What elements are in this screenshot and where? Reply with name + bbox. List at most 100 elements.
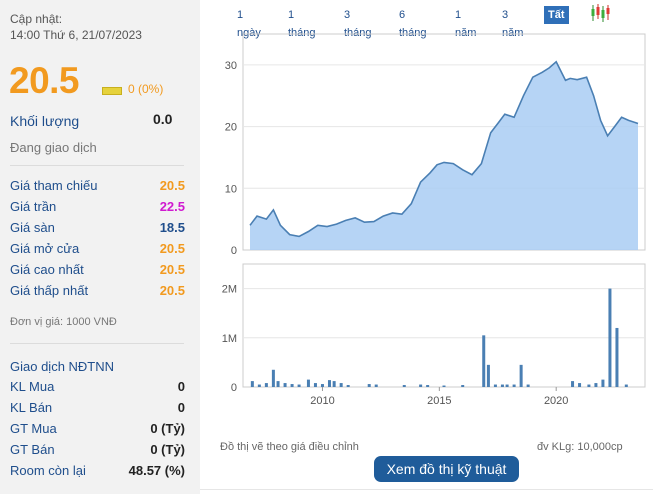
volume-plot-frame	[242, 263, 646, 388]
trading-status: Đang giao dịch	[10, 140, 97, 155]
volume-bar	[571, 381, 575, 387]
price-row-reference: Giá tham chiếu 20.5	[10, 178, 185, 198]
volume-bar	[486, 364, 490, 387]
current-price: 20.5	[9, 60, 80, 101]
volume-label: Khối lượng	[10, 113, 80, 129]
foreign-row-sell-volume: KL Bán 0	[10, 400, 185, 420]
price-row-open: Giá mở cửa 20.5	[10, 241, 185, 261]
volume-bar	[505, 384, 509, 387]
volume-tick-label: 1M	[222, 333, 237, 345]
volume-bar	[519, 364, 523, 387]
volume-bar	[250, 381, 254, 387]
volume-bar	[271, 369, 275, 387]
price-volume-chart: 0 10 20 30 0 1M 2M 2010 2015 2020	[222, 33, 646, 407]
volume-bar	[512, 384, 516, 387]
volume-tick-label: 2M	[222, 284, 237, 296]
price-tick-label: 0	[231, 245, 237, 257]
row-value: 18.5	[159, 220, 185, 235]
row-label: Giá trần	[10, 199, 57, 214]
row-label: KL Mua	[10, 379, 55, 394]
row-value: 0	[177, 379, 185, 394]
row-label: GT Bán	[10, 442, 55, 457]
foreign-row-buy-volume: KL Mua 0	[10, 379, 185, 399]
candlestick-icon[interactable]	[590, 3, 612, 23]
volume-bar	[493, 384, 497, 387]
row-value: 0 (Tỷ)	[150, 421, 185, 436]
volume-bar	[264, 383, 268, 387]
row-value: 0 (Tỷ)	[150, 442, 185, 457]
unit-note: Đơn vị giá: 1000 VNĐ	[10, 316, 117, 328]
row-label: KL Bán	[10, 400, 53, 415]
volume-bar	[615, 327, 619, 387]
divider	[10, 165, 184, 166]
volume-bar	[461, 385, 465, 387]
updated-time: 14:00 Thứ 6, 21/07/2023	[10, 28, 142, 42]
foreign-row-sell-value: GT Bán 0 (Tỷ)	[10, 442, 185, 462]
row-value: 20.5	[159, 262, 185, 277]
volume-bar	[601, 379, 605, 387]
volume-bar	[402, 385, 406, 387]
volume-bar	[306, 379, 310, 387]
row-value: 20.5	[159, 241, 185, 256]
row-label: Room còn lại	[10, 463, 86, 478]
divider	[200, 489, 653, 490]
price-row-ceiling: Giá trần 22.5	[10, 199, 185, 219]
volume-bar	[578, 383, 582, 387]
range-1-day[interactable]: 1 ngày	[237, 9, 261, 39]
price-tick-label: 30	[225, 60, 237, 72]
volume-bar	[419, 384, 423, 387]
updated-label: Cập nhật:	[10, 12, 63, 26]
volume-bar	[587, 384, 591, 387]
volume-bar	[283, 383, 287, 387]
volume-bar	[257, 384, 261, 387]
range-1-year[interactable]: 1 năm	[455, 9, 477, 39]
range-1-month[interactable]: 1 tháng	[288, 9, 316, 39]
row-value: 20.5	[159, 283, 185, 298]
volume-bar	[624, 384, 628, 387]
volume-bar	[290, 384, 294, 387]
volume-tick-label: 0	[231, 382, 237, 394]
row-label: Giá tham chiếu	[10, 178, 98, 193]
price-row-floor: Giá sàn 18.5	[10, 220, 185, 240]
volume-bar	[327, 380, 331, 387]
volume-bar	[276, 381, 280, 387]
volume-bar	[500, 384, 504, 387]
technical-chart-button[interactable]: Xem đồ thị kỹ thuật	[374, 456, 519, 482]
row-label: Giá mở cửa	[10, 241, 80, 256]
price-row-high: Giá cao nhất 20.5	[10, 262, 185, 282]
row-value: 0	[177, 400, 185, 415]
price-tick-label: 10	[225, 183, 237, 195]
price-tick-label: 20	[225, 122, 237, 134]
price-area	[250, 61, 638, 250]
row-label: Giá cao nhất	[10, 262, 84, 277]
range-6-months[interactable]: 6 tháng	[399, 9, 427, 39]
price-row-low: Giá thấp nhất 20.5	[10, 283, 185, 303]
adjusted-price-note: Đồ thị vẽ theo giá điều chỉnh	[220, 441, 359, 453]
foreign-trading-title: Giao dịch NĐTNN	[10, 359, 115, 374]
volume-bar	[297, 384, 301, 387]
range-all[interactable]: Tất cả	[544, 6, 569, 39]
volume-bar	[442, 385, 446, 387]
price-line	[249, 60, 639, 238]
row-label: Giá sàn	[10, 220, 55, 235]
x-tick-label: 2020	[544, 395, 568, 407]
volume-unit-note: đv KLg: 10,000cp	[537, 441, 623, 453]
volume-bar	[482, 335, 486, 387]
foreign-row-room: Room còn lại 48.57 (%)	[10, 463, 185, 483]
reference-marker-icon	[102, 87, 122, 95]
volume-bar	[339, 383, 343, 387]
range-3-years[interactable]: 3 năm	[502, 9, 524, 39]
volume-value: 0.0	[153, 111, 173, 127]
volume-bar	[346, 385, 350, 387]
row-label: GT Mua	[10, 421, 57, 436]
volume-bar	[608, 288, 612, 387]
volume-bar	[313, 383, 317, 387]
foreign-row-buy-value: GT Mua 0 (Tỷ)	[10, 421, 185, 441]
stock-info-panel: Cập nhật: 14:00 Thứ 6, 21/07/2023 20.5 0…	[0, 0, 200, 494]
divider	[10, 343, 184, 344]
row-label: Giá thấp nhất	[10, 283, 89, 298]
volume-bar	[374, 384, 378, 387]
row-value: 20.5	[159, 178, 185, 193]
range-3-months[interactable]: 3 tháng	[344, 9, 372, 39]
volume-bar	[367, 384, 371, 387]
